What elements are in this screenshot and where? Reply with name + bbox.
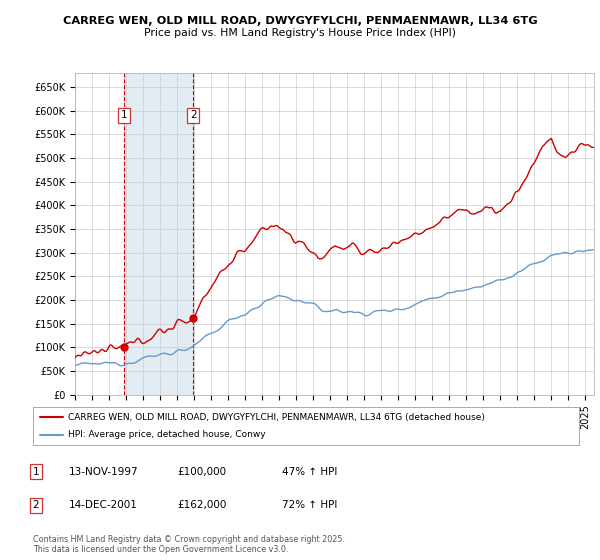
Text: £162,000: £162,000: [177, 500, 226, 510]
Text: 2: 2: [32, 500, 40, 510]
Text: CARREG WEN, OLD MILL ROAD, DWYGYFYLCHI, PENMAENMAWR, LL34 6TG: CARREG WEN, OLD MILL ROAD, DWYGYFYLCHI, …: [62, 16, 538, 26]
Text: 2: 2: [190, 110, 197, 120]
Bar: [124, 73, 193, 395]
Text: £100,000: £100,000: [177, 466, 226, 477]
Text: HPI: Average price, detached house, Conwy: HPI: Average price, detached house, Conw…: [68, 431, 266, 440]
Text: Contains HM Land Registry data © Crown copyright and database right 2025.
This d: Contains HM Land Registry data © Crown c…: [33, 535, 345, 554]
Text: 47% ↑ HPI: 47% ↑ HPI: [282, 466, 337, 477]
Text: CARREG WEN, OLD MILL ROAD, DWYGYFYLCHI, PENMAENMAWR, LL34 6TG (detached house): CARREG WEN, OLD MILL ROAD, DWYGYFYLCHI, …: [68, 413, 485, 422]
Text: 1: 1: [32, 466, 40, 477]
Text: 1: 1: [121, 110, 127, 120]
Text: 72% ↑ HPI: 72% ↑ HPI: [282, 500, 337, 510]
Text: Price paid vs. HM Land Registry's House Price Index (HPI): Price paid vs. HM Land Registry's House …: [144, 28, 456, 38]
Text: 14-DEC-2001: 14-DEC-2001: [69, 500, 138, 510]
Text: 13-NOV-1997: 13-NOV-1997: [69, 466, 139, 477]
